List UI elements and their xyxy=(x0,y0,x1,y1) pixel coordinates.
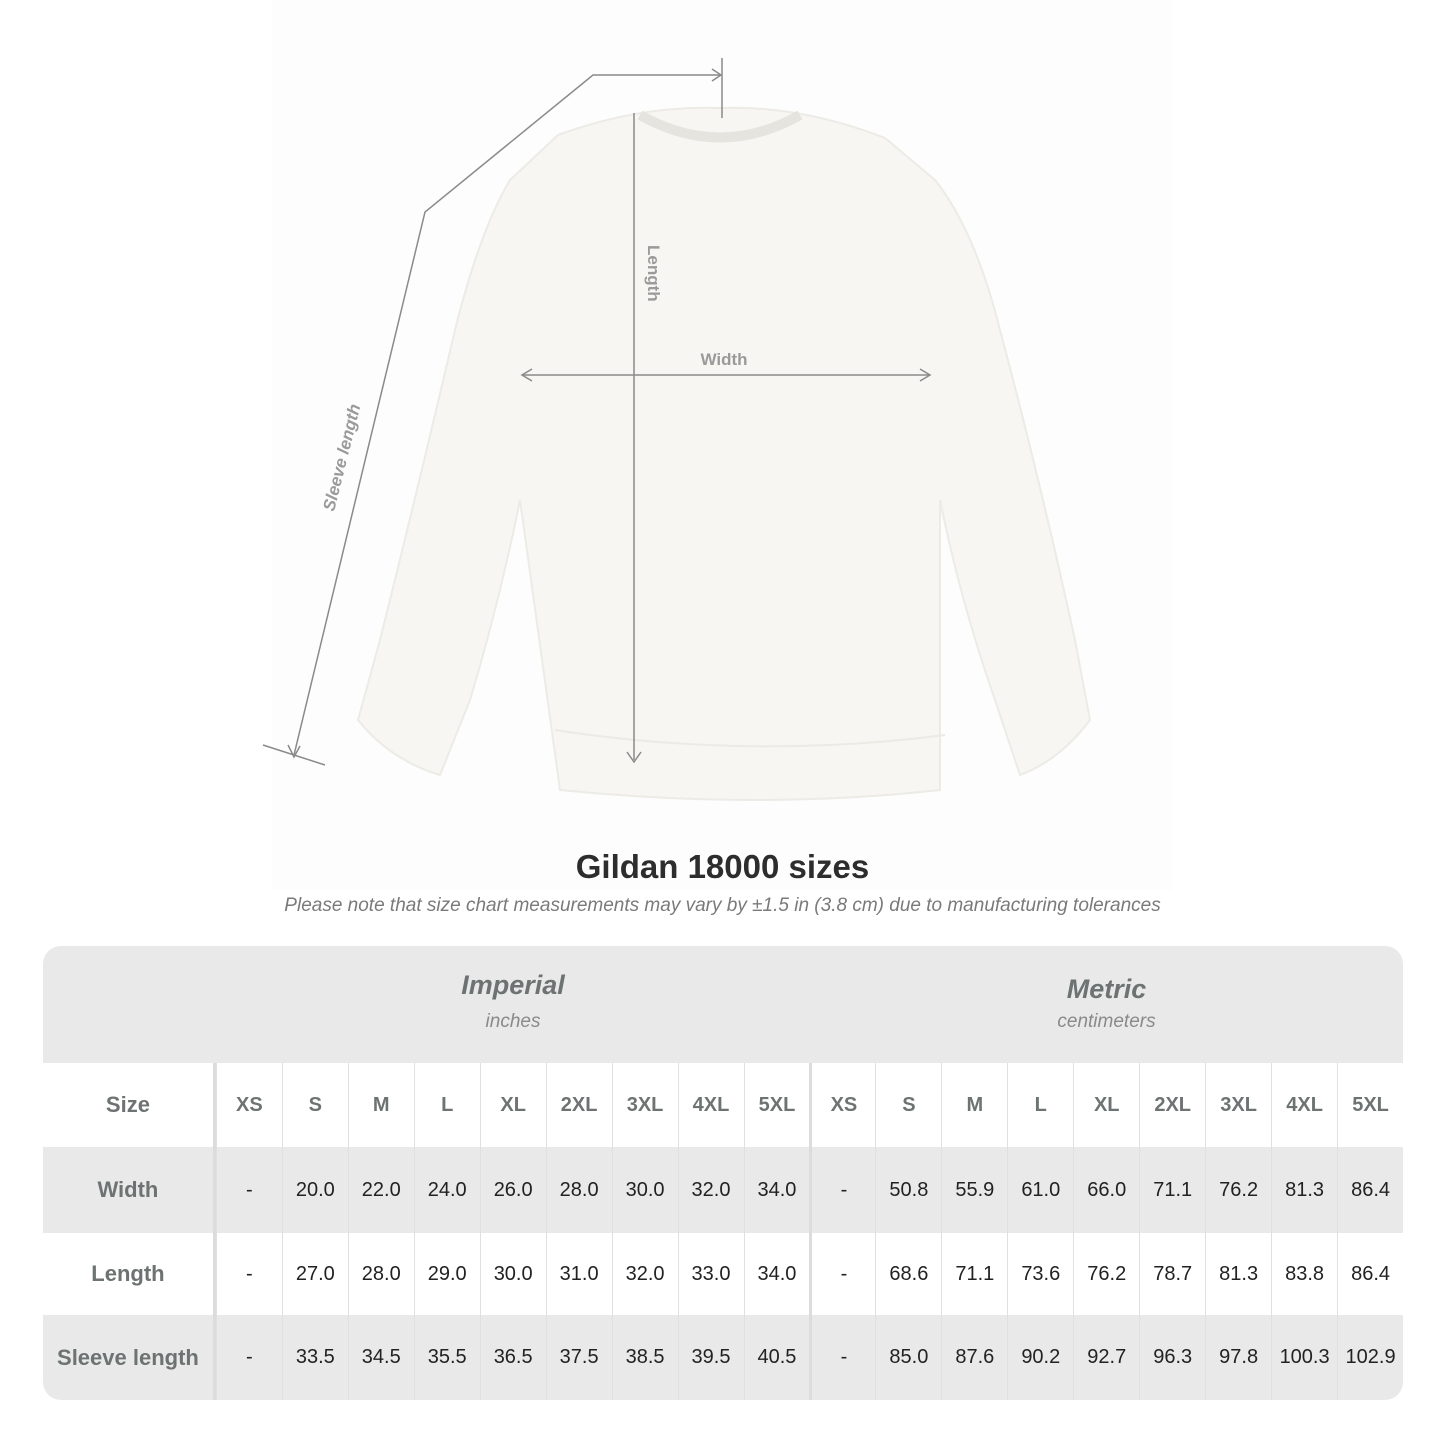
length-label: Length xyxy=(644,245,663,302)
table-cell: 37.5 xyxy=(545,1315,612,1400)
table-cell: 33.5 xyxy=(281,1315,348,1400)
table-cell: 28.0 xyxy=(545,1147,612,1233)
row-label: Sleeve length xyxy=(43,1315,216,1400)
table-row: Sleeve length -33.5 34.5 35.5 36.5 37.5 38.5 39… xyxy=(43,1315,1403,1400)
size-header-row: Size XS S M L XL 2XL 3XL 4XL 5XL XS S M L XL 2XL 3XL 4XL 5… xyxy=(43,1063,1403,1147)
size-imperial-4xl: 4XL xyxy=(677,1063,744,1147)
table-cell: 100.3 xyxy=(1271,1315,1337,1400)
table-cell: 66.0 xyxy=(1073,1147,1139,1233)
width-label: Width xyxy=(700,350,747,369)
size-imperial-m: M xyxy=(347,1063,414,1147)
size-imperial-s: S xyxy=(281,1063,348,1147)
table-cell: 71.1 xyxy=(941,1233,1007,1315)
table-cell: - xyxy=(215,1147,282,1233)
table-cell: 22.0 xyxy=(347,1147,414,1233)
table-cell: - xyxy=(215,1233,282,1315)
size-metric-3xl: 3XL xyxy=(1205,1063,1271,1147)
table-cell: 86.4 xyxy=(1337,1233,1403,1315)
table-cell: 31.0 xyxy=(545,1233,612,1315)
size-metric-xl: XL xyxy=(1073,1063,1139,1147)
table-cell: 73.6 xyxy=(1007,1233,1073,1315)
table-cell: 33.0 xyxy=(677,1233,744,1315)
table-row: Width -20.0 22.0 24.0 26.0 28.0 30.0 32.0 34.0-5… xyxy=(43,1147,1403,1233)
size-metric-m: M xyxy=(941,1063,1007,1147)
table-cell: 27.0 xyxy=(281,1233,348,1315)
table-cell: 20.0 xyxy=(281,1147,348,1233)
table-cell: 35.5 xyxy=(413,1315,480,1400)
tolerance-note: Please note that size chart measurements… xyxy=(284,895,1161,916)
table-cell: 26.0 xyxy=(479,1147,546,1233)
size-metric-2xl: 2XL xyxy=(1139,1063,1205,1147)
sweatshirt-diagram: Length Width Sleeve length xyxy=(262,58,1092,801)
size-metric-5xl: 5XL xyxy=(1337,1063,1403,1147)
size-label: Size xyxy=(43,1063,216,1147)
size-imperial-xl: XL xyxy=(479,1063,546,1147)
size-table: Imperial inches Metric centimeters Size X… xyxy=(43,946,1403,1400)
table-cell: 76.2 xyxy=(1205,1147,1271,1233)
row-label: Length xyxy=(43,1233,216,1315)
table-row: Length -27.0 28.0 29.0 30.0 31.0 32.0 33.0 34.0-… xyxy=(43,1233,1403,1315)
table-cell: 81.3 xyxy=(1271,1147,1337,1233)
table-cell: 39.5 xyxy=(677,1315,744,1400)
table-cell: - xyxy=(809,1147,875,1233)
table-cell: 32.0 xyxy=(677,1147,744,1233)
table-cell: 40.5 xyxy=(743,1315,810,1400)
table-cell: 76.2 xyxy=(1073,1233,1139,1315)
table-cell: - xyxy=(809,1315,875,1400)
table-cell: 81.3 xyxy=(1205,1233,1271,1315)
size-metric-s: S xyxy=(875,1063,941,1147)
table-cell: - xyxy=(809,1233,875,1315)
table-cell: - xyxy=(215,1315,282,1400)
table-cell: 86.4 xyxy=(1337,1147,1403,1233)
size-metric-l: L xyxy=(1007,1063,1073,1147)
size-imperial-xs: XS xyxy=(215,1063,282,1147)
size-imperial-3xl: 3XL xyxy=(611,1063,678,1147)
table-cell: 55.9 xyxy=(941,1147,1007,1233)
table-cell: 30.0 xyxy=(611,1147,678,1233)
size-imperial-2xl: 2XL xyxy=(545,1063,612,1147)
table-cell: 87.6 xyxy=(941,1315,1007,1400)
table-cell: 24.0 xyxy=(413,1147,480,1233)
table-cell: 28.0 xyxy=(347,1233,414,1315)
table-cell: 29.0 xyxy=(413,1233,480,1315)
size-metric-xs: XS xyxy=(809,1063,875,1147)
sleeve-line xyxy=(293,74,720,756)
table-cell: 85.0 xyxy=(875,1315,941,1400)
size-imperial-l: L xyxy=(413,1063,480,1147)
table-cell: 34.5 xyxy=(347,1315,414,1400)
table-cell: 90.2 xyxy=(1007,1315,1073,1400)
table-cell: 30.0 xyxy=(479,1233,546,1315)
table-cell: 78.7 xyxy=(1139,1233,1205,1315)
table-cell: 92.7 xyxy=(1073,1315,1139,1400)
table-cell: 83.8 xyxy=(1271,1233,1337,1315)
table-cell: 34.0 xyxy=(743,1147,810,1233)
table-cell: 96.3 xyxy=(1139,1315,1205,1400)
metric-header: Metric centimeters xyxy=(1057,974,1156,1032)
table-cell: 50.8 xyxy=(875,1147,941,1233)
table-cell: 97.8 xyxy=(1205,1315,1271,1400)
size-metric-4xl: 4XL xyxy=(1271,1063,1337,1147)
table-cell: 38.5 xyxy=(611,1315,678,1400)
row-label: Width xyxy=(43,1147,216,1233)
table-cell: 32.0 xyxy=(611,1233,678,1315)
table-cell: 68.6 xyxy=(875,1233,941,1315)
table-cell: 61.0 xyxy=(1007,1147,1073,1233)
table-cell: 71.1 xyxy=(1139,1147,1205,1233)
units-header: Imperial inches Metric centimeters xyxy=(43,946,1403,1063)
table-cell: 34.0 xyxy=(743,1233,810,1315)
imperial-header: Imperial inches xyxy=(461,970,565,1032)
sweatshirt-image xyxy=(356,106,1092,801)
table-cell: 36.5 xyxy=(479,1315,546,1400)
page-title: Gildan 18000 sizes xyxy=(575,848,870,885)
size-imperial-5xl: 5XL xyxy=(743,1063,810,1147)
table-cell: 102.9 xyxy=(1337,1315,1403,1400)
